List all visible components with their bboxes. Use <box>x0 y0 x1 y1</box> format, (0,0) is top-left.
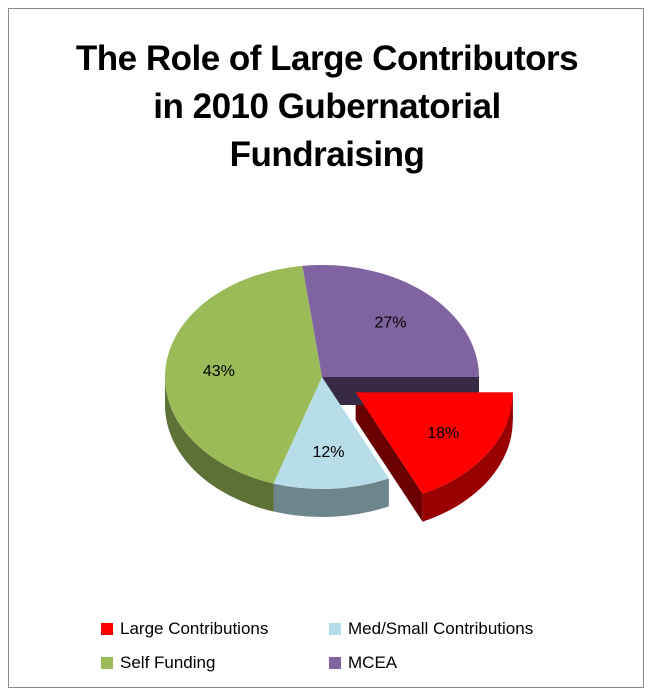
pie-slice-med-small-contributions <box>273 377 389 490</box>
chart-title: The Role of Large Contributors in 2010 G… <box>9 35 645 179</box>
pie-label-med-small-contributions: 12% <box>312 444 344 461</box>
pie-slice-self-funding <box>164 265 322 484</box>
pie-label-large-contributions: 18% <box>427 425 459 442</box>
pie-top-layer <box>164 265 513 494</box>
chart-title-line-2: in 2010 Gubernatorial <box>153 87 501 126</box>
pie-slice-mcea <box>302 265 479 377</box>
pie-label-self-funding: 43% <box>203 363 235 380</box>
pie-labels-layer: 18% 12% 43% 27% <box>203 315 459 461</box>
pie-slice-cut-large-contributions-1 <box>355 392 423 522</box>
pie-slice-side-self-funding <box>165 377 274 512</box>
pie-slice-side-med-small-contributions <box>273 478 389 517</box>
pie-slice-large-contributions <box>355 392 513 494</box>
pie-label-mcea: 27% <box>375 315 407 332</box>
chart-frame: The Role of Large Contributors in 2010 G… <box>8 8 644 688</box>
pie-chart: 18% 12% 43% 27% <box>164 265 513 522</box>
chart-title-line-3: Fundraising <box>229 135 425 174</box>
chart-title-line-1: The Role of Large Contributors <box>75 39 579 78</box>
pie-slice-side-large-contributions <box>422 392 513 522</box>
